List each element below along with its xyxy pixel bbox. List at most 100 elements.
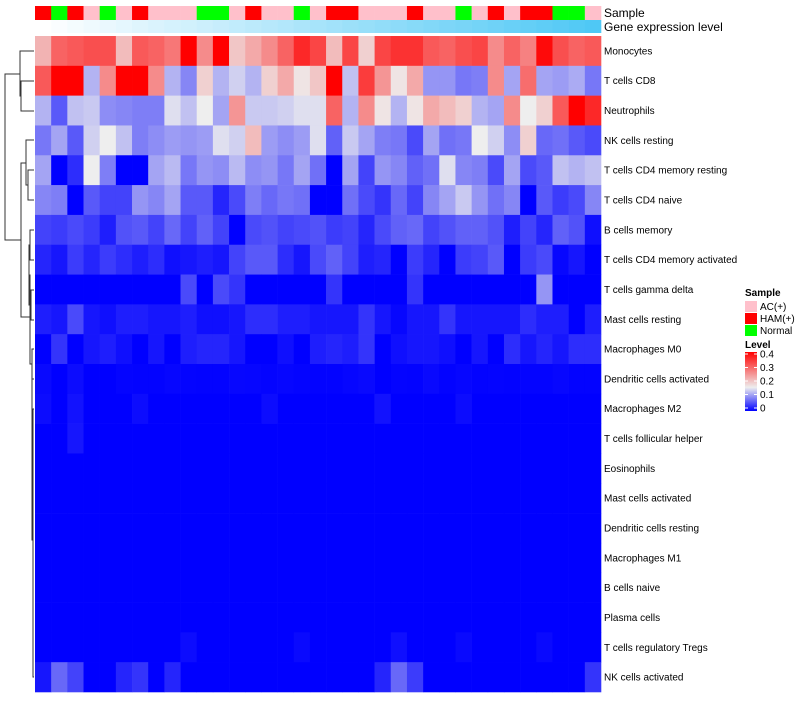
sample-annotation-cell <box>51 6 68 20</box>
heatmap-cell <box>487 65 505 96</box>
row-label: Macrophages M1 <box>604 553 682 564</box>
heatmap-cell <box>374 423 392 454</box>
heatmap-cell <box>536 572 553 603</box>
sample-annotation-cell <box>552 6 569 20</box>
heatmap-cell <box>584 95 602 126</box>
heatmap-cell <box>390 125 408 156</box>
heatmap-cell <box>261 214 278 246</box>
gene-expression-annotation-cell <box>212 20 230 33</box>
legend-level-title: Level <box>745 340 771 351</box>
heatmap-cell <box>342 423 359 454</box>
heatmap-cell <box>406 602 424 633</box>
heatmap-cell <box>83 572 100 603</box>
heatmap-cell <box>568 65 586 96</box>
heatmap-cell <box>584 423 602 454</box>
heatmap-cell <box>99 214 117 246</box>
gene-expression-annotation-cell <box>115 20 133 33</box>
heatmap-cell <box>115 602 133 633</box>
heatmap-cell <box>455 185 472 216</box>
heatmap-cell <box>99 65 117 96</box>
heatmap-cell <box>180 125 198 156</box>
heatmap-cell <box>196 483 214 514</box>
heatmap-cell <box>83 155 100 186</box>
heatmap-cell <box>83 36 100 67</box>
heatmap-cell <box>83 304 100 335</box>
heatmap-cell <box>326 304 343 335</box>
heatmap-cell <box>520 274 537 305</box>
legend-swatch <box>745 313 757 324</box>
heatmap-cell <box>115 483 133 514</box>
heatmap-cell <box>196 334 214 365</box>
heatmap-cell <box>67 274 84 305</box>
dendrogram-branch <box>27 169 34 201</box>
heatmap-cell <box>439 95 456 126</box>
heatmap-cell <box>520 125 537 156</box>
heatmap-cell <box>51 334 68 365</box>
row-label: T cells gamma delta <box>604 285 694 296</box>
heatmap-cell <box>261 65 278 96</box>
sample-annotation-cell <box>309 6 327 20</box>
heatmap-cell <box>35 36 52 67</box>
heatmap-cell <box>423 393 440 424</box>
heatmap-cell <box>196 632 214 663</box>
heatmap-cell <box>326 214 343 246</box>
heatmap-cell <box>406 334 424 365</box>
heatmap-cell <box>245 244 262 275</box>
heatmap-cell <box>67 304 84 335</box>
heatmap-cell <box>503 304 521 335</box>
heatmap-cell <box>520 423 537 454</box>
gene-expression-annotation-cell <box>552 20 569 33</box>
row-label: T cells CD4 naive <box>604 196 683 207</box>
gene-expression-annotation-cell <box>406 20 424 33</box>
heatmap-cell <box>309 662 327 693</box>
heatmap-cell <box>180 185 198 216</box>
dendrogram-branch <box>19 50 34 97</box>
gene-expression-annotation-cell <box>277 20 295 33</box>
gene-expression-annotation-cell <box>455 20 472 33</box>
heatmap-cell <box>229 244 246 275</box>
heatmap-cell <box>35 185 52 216</box>
heatmap-cell <box>374 632 392 663</box>
heatmap-cell <box>520 304 537 335</box>
gene-expression-annotation-cell <box>164 20 181 33</box>
sample-annotation-cell <box>261 6 278 20</box>
heatmap-cell <box>148 453 165 484</box>
heatmap-cell <box>180 483 198 514</box>
heatmap-cell <box>552 304 569 335</box>
heatmap-cell <box>309 542 327 574</box>
heatmap-cell <box>439 364 456 395</box>
heatmap-cell <box>196 244 214 275</box>
heatmap-cell <box>520 155 537 186</box>
row-label: Dendritic cells activated <box>604 374 709 385</box>
heatmap-cell <box>132 662 149 693</box>
heatmap-cell <box>99 334 117 365</box>
heatmap-cell <box>212 602 230 633</box>
heatmap-cell <box>51 542 68 574</box>
heatmap-cell <box>99 125 117 156</box>
heatmap-cell <box>487 244 505 275</box>
heatmap-cell <box>503 513 521 544</box>
heatmap-cell <box>196 95 214 126</box>
gene-expression-annotation-cell <box>326 20 343 33</box>
heatmap-cell <box>342 65 359 96</box>
heatmap-cell <box>487 36 505 67</box>
heatmap-cell <box>277 662 295 693</box>
heatmap-cell <box>520 513 537 544</box>
heatmap-cell <box>309 483 327 514</box>
heatmap-cell <box>164 483 181 514</box>
heatmap-cell <box>326 483 343 514</box>
heatmap-cell <box>390 632 408 663</box>
gene-expression-annotation-cell <box>261 20 278 33</box>
heatmap-cell <box>35 274 52 305</box>
heatmap-cell <box>487 334 505 365</box>
heatmap-cell <box>99 453 117 484</box>
heatmap-cell <box>148 274 165 305</box>
heatmap-cell <box>374 95 392 126</box>
heatmap-cell <box>584 453 602 484</box>
heatmap-cell <box>35 304 52 335</box>
heatmap-cell <box>471 334 489 365</box>
heatmap-cell <box>552 513 569 544</box>
dendrogram-branch <box>29 229 34 261</box>
heatmap-cell <box>229 483 246 514</box>
heatmap-cell <box>374 185 392 216</box>
